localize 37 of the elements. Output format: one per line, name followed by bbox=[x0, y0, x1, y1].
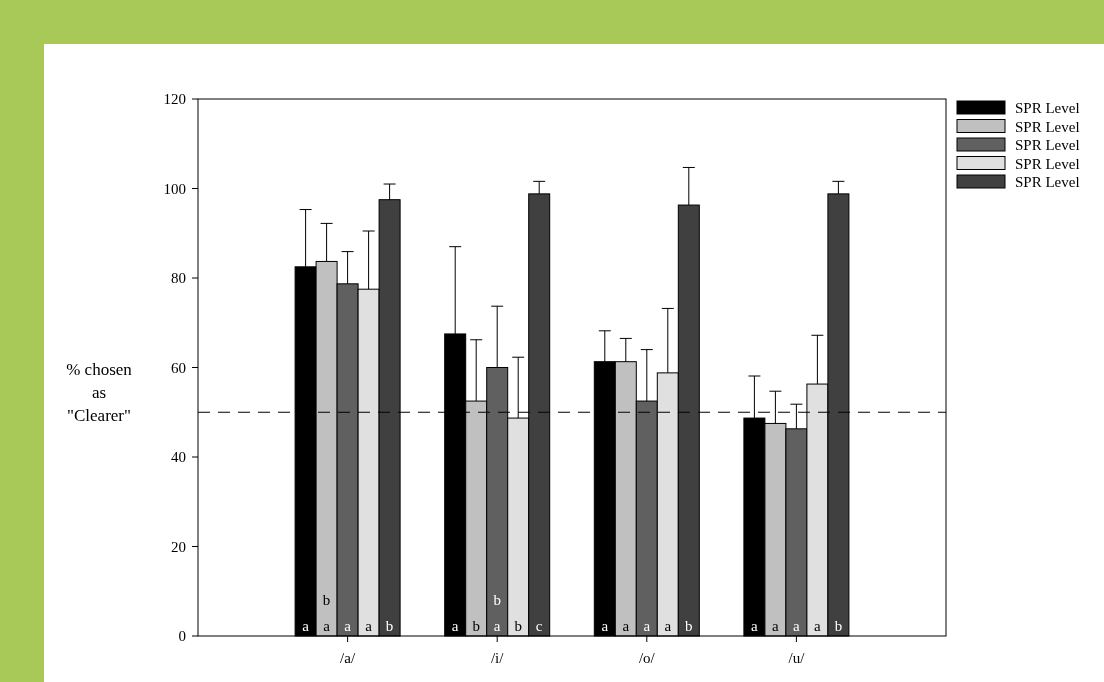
x-tick-label: /u/ bbox=[788, 650, 806, 666]
y-axis-title: % chosen as "Clearer" bbox=[66, 360, 133, 425]
legend-label: SPR Level bbox=[1015, 100, 1080, 117]
data-label: a bbox=[365, 618, 373, 634]
data-label: a bbox=[664, 618, 672, 634]
legend-label: SPR Level bbox=[1015, 155, 1080, 172]
legend-label: SPR Level bbox=[1015, 137, 1080, 154]
data-label: ba bbox=[322, 592, 331, 634]
data-label: a bbox=[601, 618, 609, 634]
x-tick-label: /a/ bbox=[340, 650, 356, 666]
y-tick-label: 100 bbox=[163, 180, 186, 197]
data-label: a bbox=[302, 618, 310, 634]
data-label: a bbox=[643, 618, 651, 634]
y-tick-label: 80 bbox=[171, 270, 186, 287]
data-label: b bbox=[472, 618, 480, 634]
x-tick-label: /i/ bbox=[490, 650, 505, 666]
data-label: a bbox=[344, 618, 352, 634]
data-label: b bbox=[834, 618, 843, 634]
data-label: a bbox=[622, 618, 630, 634]
data-label: a bbox=[793, 618, 801, 634]
y-tick-label: 0 bbox=[178, 628, 186, 645]
data-label: a bbox=[751, 618, 759, 634]
data-label: b bbox=[514, 618, 522, 634]
y-tick-label: 60 bbox=[171, 359, 186, 376]
x-tick-label: /o/ bbox=[638, 650, 656, 666]
data-label: c bbox=[535, 618, 543, 634]
legend-label: SPR Level bbox=[1015, 174, 1080, 191]
y-tick-label: 40 bbox=[171, 449, 186, 466]
data-label: a bbox=[814, 618, 822, 634]
data-label: b bbox=[385, 618, 394, 634]
legend-label: SPR Level bbox=[1015, 118, 1080, 135]
y-tick-label: 120 bbox=[163, 91, 186, 108]
y-tick-label: 20 bbox=[171, 538, 186, 555]
data-label: ba bbox=[493, 592, 501, 634]
data-label: a bbox=[451, 618, 459, 634]
data-label: b bbox=[685, 618, 693, 634]
data-label: a bbox=[772, 618, 780, 634]
